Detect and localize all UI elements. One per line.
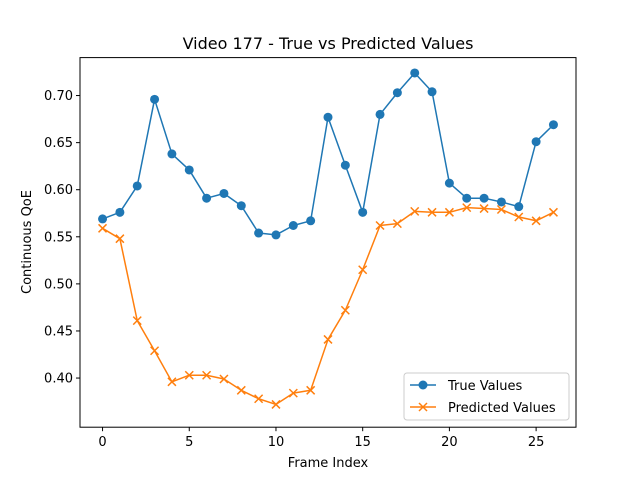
y-tick-label: 0.60 xyxy=(44,183,73,198)
data-point-predicted-values xyxy=(514,212,524,222)
data-point-true-values xyxy=(462,193,472,203)
data-point-predicted-values xyxy=(150,346,160,356)
data-point-predicted-values xyxy=(306,385,316,395)
data-point-predicted-values xyxy=(410,206,420,216)
data-point-true-values xyxy=(150,94,160,104)
plot-frame xyxy=(79,57,577,428)
data-point-predicted-values xyxy=(496,204,506,215)
x-tick-label: 0 xyxy=(98,435,106,450)
y-tick-label: 0.45 xyxy=(44,324,73,339)
data-point-predicted-values xyxy=(115,234,125,244)
legend-marker-true-values xyxy=(418,380,428,390)
data-point-predicted-values xyxy=(202,370,212,380)
data-point-true-values xyxy=(427,87,437,97)
data-point-true-values xyxy=(548,120,558,130)
x-tick-label: 15 xyxy=(354,435,371,450)
data-point-true-values xyxy=(306,216,316,226)
data-point-true-values xyxy=(184,165,194,175)
data-point-predicted-values xyxy=(254,394,264,404)
data-point-predicted-values xyxy=(375,220,385,231)
legend-marker-predicted-values xyxy=(418,402,428,412)
x-tick-label: 5 xyxy=(185,435,193,450)
data-point-predicted-values xyxy=(323,334,333,344)
y-tick-label: 0.55 xyxy=(44,230,73,245)
data-point-true-values xyxy=(236,201,246,211)
legend-item-predicted-values: Predicted Values xyxy=(410,401,556,416)
data-point-predicted-values xyxy=(271,399,281,409)
data-point-true-values xyxy=(202,193,212,203)
data-point-true-values xyxy=(392,88,402,98)
data-point-predicted-values xyxy=(98,223,108,233)
legend-item-true-values: True Values xyxy=(410,379,522,394)
data-point-predicted-values xyxy=(236,385,246,395)
data-point-true-values xyxy=(271,230,281,240)
y-tick-label: 0.65 xyxy=(44,136,73,151)
data-point-true-values xyxy=(340,160,350,170)
y-axis-label: Continuous QoE xyxy=(20,190,35,294)
y-tick-label: 0.50 xyxy=(44,277,73,292)
x-tick-label: 20 xyxy=(441,435,458,450)
data-point-predicted-values xyxy=(167,377,177,387)
data-point-true-values xyxy=(410,68,420,78)
data-point-true-values xyxy=(358,207,368,217)
chart-title: Video 177 - True vs Predicted Values xyxy=(183,34,474,53)
data-point-true-values xyxy=(219,188,229,198)
x-tick-label: 25 xyxy=(528,435,545,450)
data-point-predicted-values xyxy=(132,316,142,326)
data-point-predicted-values xyxy=(288,388,298,398)
y-tick-label: 0.40 xyxy=(44,372,73,387)
series-layer xyxy=(98,68,558,409)
y-axis-ticks: 0.40 0.45 0.50 0.55 0.60 0.65 0.70 xyxy=(44,89,80,387)
data-point-true-values xyxy=(479,193,489,203)
data-point-true-values xyxy=(132,181,142,191)
legend-label-true-values: True Values xyxy=(447,379,522,394)
data-point-true-values xyxy=(531,137,541,147)
legend: True Values Predicted Values xyxy=(403,372,570,421)
data-point-true-values xyxy=(514,202,524,212)
data-point-true-values xyxy=(115,207,125,217)
data-point-predicted-values xyxy=(462,203,472,213)
data-point-true-values xyxy=(254,228,264,238)
legend-box xyxy=(403,372,570,421)
series-predicted-values xyxy=(98,203,558,409)
data-point-predicted-values xyxy=(479,204,489,214)
data-point-true-values xyxy=(323,112,333,122)
data-point-true-values xyxy=(444,178,454,188)
x-tick-label: 10 xyxy=(268,435,285,450)
y-tick-label: 0.70 xyxy=(44,89,73,104)
data-point-true-values xyxy=(167,149,177,159)
data-point-predicted-values xyxy=(548,207,558,217)
x-axis-ticks: 0 5 10 15 20 25 xyxy=(98,427,544,450)
series-true-values xyxy=(98,68,558,240)
data-point-predicted-values xyxy=(184,370,194,380)
data-point-true-values xyxy=(496,197,506,207)
x-axis-label: Frame Index xyxy=(288,456,369,471)
data-point-true-values xyxy=(375,109,385,119)
data-point-true-values xyxy=(98,214,108,224)
data-point-predicted-values xyxy=(531,216,541,226)
data-point-predicted-values xyxy=(427,207,437,217)
data-point-predicted-values xyxy=(392,219,402,229)
data-point-predicted-values xyxy=(358,265,368,275)
data-point-true-values xyxy=(288,220,298,230)
legend-label-predicted-values: Predicted Values xyxy=(448,401,556,416)
data-point-predicted-values xyxy=(340,305,350,315)
data-point-predicted-values xyxy=(219,374,229,384)
data-point-predicted-values xyxy=(444,207,454,217)
